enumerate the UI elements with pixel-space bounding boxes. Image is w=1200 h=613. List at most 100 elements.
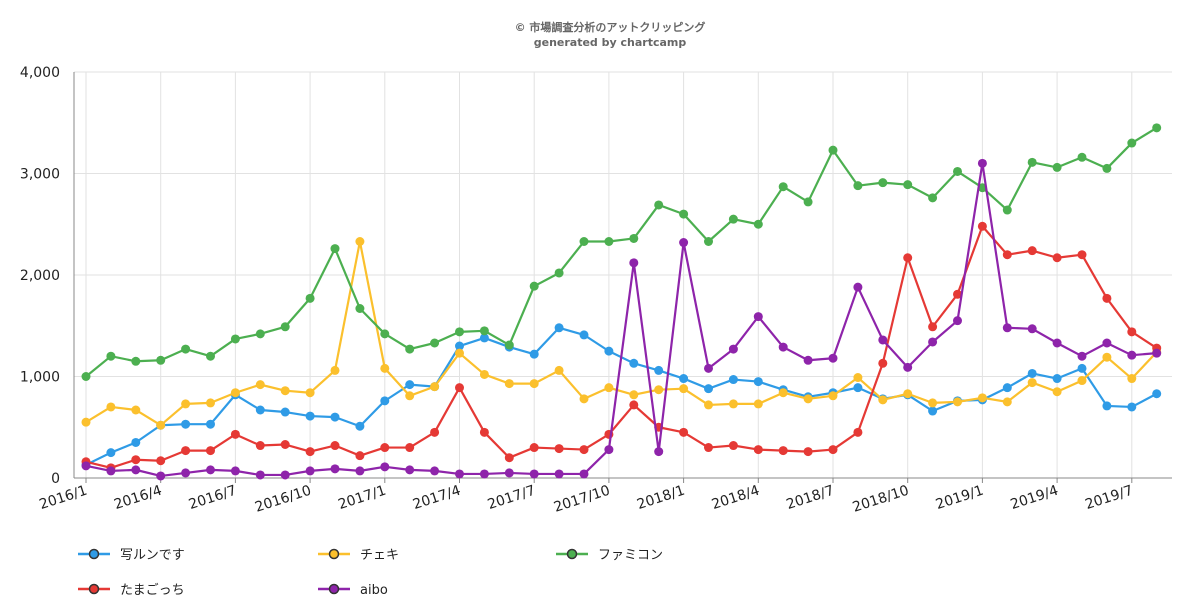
data-point [853, 282, 863, 292]
data-point [554, 444, 564, 454]
chart-credit-line2: generated by chartcamp [534, 36, 687, 49]
chart-credit-line1: © 市場調査分析のアットクリッピング [515, 20, 706, 34]
data-point [554, 365, 564, 375]
data-point [1102, 163, 1112, 173]
series-lines [81, 123, 1162, 481]
data-point [380, 363, 390, 373]
data-point [330, 365, 340, 375]
data-point [504, 379, 514, 389]
data-point [380, 396, 390, 406]
data-point [280, 407, 290, 417]
legend-swatch-marker [328, 583, 340, 595]
data-point [1077, 351, 1087, 361]
data-point [181, 446, 191, 456]
data-point [330, 464, 340, 474]
data-point [1027, 368, 1037, 378]
data-point [479, 427, 489, 437]
data-point [604, 383, 614, 393]
data-point [1102, 293, 1112, 303]
data-point [953, 166, 962, 176]
data-point [1152, 389, 1162, 399]
data-point [255, 405, 265, 415]
data-point [1002, 250, 1012, 260]
x-tick-label: 2018/4 [710, 483, 762, 513]
data-point [1127, 327, 1137, 337]
data-point [604, 346, 614, 356]
data-point [579, 330, 589, 340]
data-point [131, 356, 141, 366]
data-point [206, 465, 215, 475]
data-point [579, 394, 589, 404]
data-point [430, 338, 440, 348]
data-point [853, 383, 863, 393]
data-point [305, 466, 315, 476]
data-point [455, 327, 464, 337]
data-point [355, 466, 365, 476]
data-point [704, 443, 713, 453]
legend-label: aibo [360, 583, 388, 598]
data-point [1002, 323, 1012, 333]
x-tick-label: 2019/1 [934, 483, 986, 513]
data-point [1102, 338, 1112, 348]
data-point [679, 384, 689, 394]
data-point [704, 400, 713, 410]
data-point [455, 341, 464, 351]
data-point [405, 344, 415, 354]
data-point [479, 469, 489, 479]
data-point [878, 358, 888, 368]
data-point [753, 445, 763, 455]
data-point [106, 448, 116, 458]
data-point [330, 441, 340, 451]
data-point [1052, 338, 1062, 348]
data-point [604, 445, 614, 455]
data-point [504, 340, 514, 350]
series-line [85, 240, 1158, 427]
data-point [529, 349, 539, 359]
data-point [305, 388, 315, 398]
data-point [230, 334, 240, 344]
data-point [355, 303, 365, 313]
data-point [405, 380, 415, 390]
data-point [206, 351, 215, 361]
data-point [629, 400, 639, 410]
data-point [554, 323, 564, 333]
data-point [679, 209, 689, 219]
data-point [728, 375, 738, 385]
data-point [654, 200, 664, 210]
legend-swatch-marker [566, 548, 578, 560]
x-tick-label: 2017/10 [552, 483, 612, 516]
data-point [778, 446, 788, 456]
data-point [629, 358, 639, 368]
data-point [654, 385, 664, 395]
data-point [977, 158, 987, 168]
data-point [803, 447, 813, 457]
data-point [629, 233, 639, 243]
data-point [230, 429, 240, 439]
data-point [455, 469, 464, 479]
data-point [330, 412, 340, 422]
series-line [85, 225, 1158, 469]
data-point [181, 344, 191, 354]
data-point [1077, 376, 1087, 386]
data-point [156, 420, 166, 430]
data-point [803, 197, 813, 207]
data-point [828, 353, 838, 363]
data-point [206, 446, 215, 456]
data-point [928, 406, 938, 416]
data-point [679, 238, 689, 248]
data-point [255, 329, 265, 339]
x-tick-label: 2016/1 [37, 483, 89, 513]
data-point [106, 466, 116, 476]
data-point [579, 237, 589, 247]
data-point [156, 471, 166, 481]
data-point [1127, 374, 1137, 384]
data-point [1002, 205, 1012, 215]
axes: 0 1,000 2,000 3,000 4,000 2016/1 2016/4 2016/7 2… [20, 65, 1172, 516]
data-point [1127, 138, 1137, 148]
x-tick-label: 2019/4 [1009, 483, 1061, 513]
data-point [803, 355, 813, 365]
legend-item: チェキ [318, 548, 399, 563]
data-point [554, 469, 564, 479]
data-point [106, 402, 116, 412]
